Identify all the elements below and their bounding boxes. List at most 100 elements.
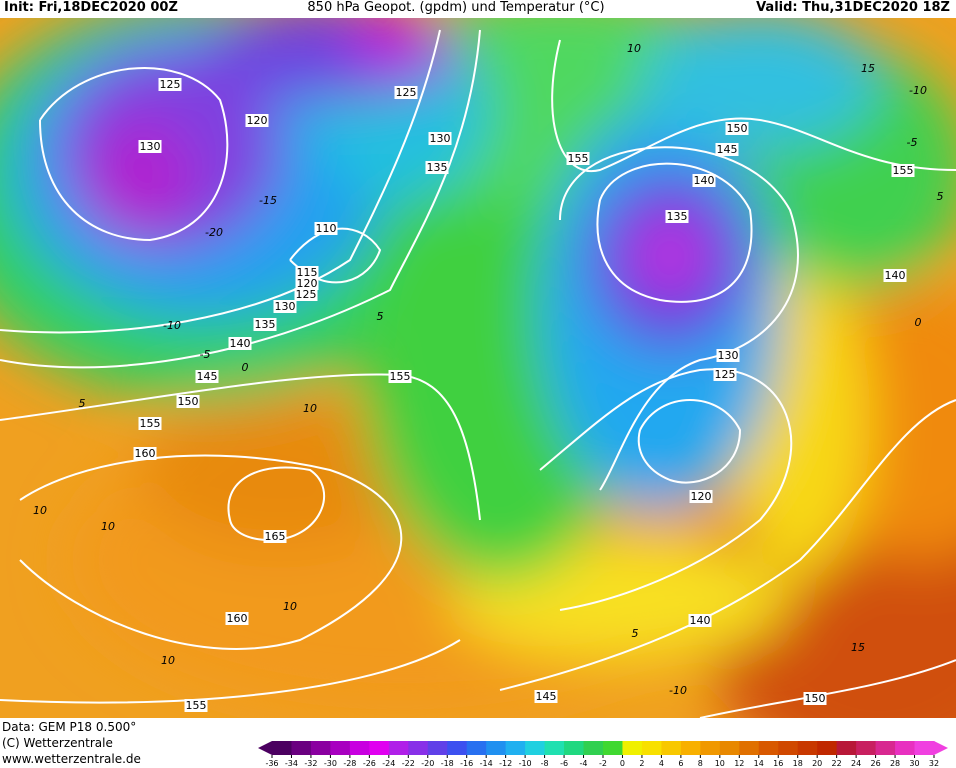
legend-tick-label: -30 xyxy=(324,759,337,768)
geopotential-label: 165 xyxy=(265,530,286,543)
legend-swatch xyxy=(505,741,526,755)
label-background xyxy=(715,143,739,156)
legend-tick-label: -22 xyxy=(402,759,415,768)
color-legend: -36 -34 -32 -30 -28 -26 -24 -22 -20 -18 -16 -14 -12-… xyxy=(258,741,948,768)
label-background xyxy=(273,300,297,313)
legend-tick-label: -18 xyxy=(441,759,454,768)
label-background xyxy=(138,417,162,430)
temperature-label: 5 xyxy=(377,310,384,323)
geopotential-label: 145 xyxy=(536,690,557,703)
data-source: Data: GEM P18 0.500° xyxy=(2,720,136,734)
legend-tick-label: -36 xyxy=(265,759,278,768)
temperature-label: 10 xyxy=(161,654,175,667)
geopotential-label: 160 xyxy=(135,447,156,460)
legend-swatch xyxy=(641,741,662,755)
legend-swatch xyxy=(895,741,916,755)
legend-swatch xyxy=(817,741,838,755)
temperature-label: -5 xyxy=(200,348,211,361)
legend-tick-label: 20 xyxy=(812,759,822,768)
label-background xyxy=(158,78,182,91)
geopotential-label: 155 xyxy=(568,152,589,165)
legend-tick-label: 22 xyxy=(832,759,842,768)
temperature-label: 5 xyxy=(632,627,639,640)
legend-swatch xyxy=(739,741,760,755)
geopotential-label: 145 xyxy=(717,143,738,156)
legend-swatch xyxy=(544,741,565,755)
geopotential-label: 130 xyxy=(140,140,161,153)
label-background xyxy=(388,370,412,383)
temperature-label: 0 xyxy=(915,316,922,329)
geopotential-label: 135 xyxy=(255,318,276,331)
legend-swatch xyxy=(564,741,585,755)
geopotential-label: 125 xyxy=(396,86,417,99)
label-background xyxy=(688,614,712,627)
label-background xyxy=(195,370,219,383)
geopotential-label: 155 xyxy=(186,699,207,712)
label-background xyxy=(428,132,452,145)
geopotential-label: 140 xyxy=(690,614,711,627)
label-background xyxy=(138,140,162,153)
geopotential-label: 120 xyxy=(297,277,318,290)
geopotential-label: 120 xyxy=(247,114,268,127)
geopotential-label: 140 xyxy=(694,174,715,187)
legend-tick-label: 24 xyxy=(851,759,861,768)
legend-swatch xyxy=(797,741,818,755)
label-background xyxy=(176,395,200,408)
legend-tick-label: -10 xyxy=(519,759,532,768)
legend-swatch xyxy=(310,741,331,755)
label-background xyxy=(883,269,907,282)
label-background xyxy=(228,337,252,350)
geopotential-label: 145 xyxy=(197,370,218,383)
legend-swatch xyxy=(875,741,896,755)
temperature-label: -15 xyxy=(259,194,277,207)
legend-swatch xyxy=(836,741,857,755)
label-background xyxy=(803,692,827,705)
temperature-label: 5 xyxy=(79,397,86,410)
legend-tick-label: 10 xyxy=(715,759,725,768)
legend-tick-label: 12 xyxy=(734,759,744,768)
label-background xyxy=(425,161,449,174)
label-background xyxy=(295,266,319,279)
label-background xyxy=(689,490,713,503)
legend-swatch xyxy=(291,741,312,755)
legend-tick-label: -8 xyxy=(541,759,549,768)
legend-tick-label: 8 xyxy=(698,759,703,768)
label-background xyxy=(692,174,716,187)
geopotential-label: 125 xyxy=(296,288,317,301)
label-background xyxy=(314,222,338,235)
label-background xyxy=(891,164,915,177)
legend-tick-label: -14 xyxy=(480,759,493,768)
temperature-label: 10 xyxy=(303,402,317,415)
website: www.wetterzentrale.de xyxy=(2,752,141,766)
legend-swatch xyxy=(719,741,740,755)
legend-tick-label: -32 xyxy=(304,759,317,768)
legend-tick-label: 28 xyxy=(890,759,900,768)
valid-time: Valid: Thu,31DEC2020 18Z xyxy=(756,0,950,15)
temperature-label: 10 xyxy=(283,600,297,613)
geopotential-label: 140 xyxy=(885,269,906,282)
temperature-label: -20 xyxy=(205,226,223,239)
legend-tick-label: -34 xyxy=(285,759,298,768)
geopotential-label: 160 xyxy=(227,612,248,625)
label-background xyxy=(665,210,689,223)
label-background xyxy=(133,447,157,460)
legend-tick-label: -28 xyxy=(343,759,356,768)
temperature-label: 10 xyxy=(627,42,641,55)
legend-tick-label: 4 xyxy=(659,759,664,768)
temperature-label: 10 xyxy=(33,504,47,517)
temperature-label: -5 xyxy=(907,136,918,149)
legend-tick-label: -16 xyxy=(460,759,473,768)
geopotential-label: 125 xyxy=(160,78,181,91)
legend-tick-label: 30 xyxy=(909,759,919,768)
legend-tick-label: 32 xyxy=(929,759,939,768)
legend-swatch xyxy=(349,741,370,755)
legend-tick-label: 26 xyxy=(870,759,880,768)
legend-swatch xyxy=(680,741,701,755)
legend-swatch xyxy=(700,741,721,755)
temperature-label: -10 xyxy=(909,84,927,97)
label-background xyxy=(716,349,740,362)
label-background xyxy=(725,122,749,135)
legend-tick-label: -26 xyxy=(363,759,376,768)
init-time: Init: Fri,18DEC2020 00Z xyxy=(4,0,178,15)
